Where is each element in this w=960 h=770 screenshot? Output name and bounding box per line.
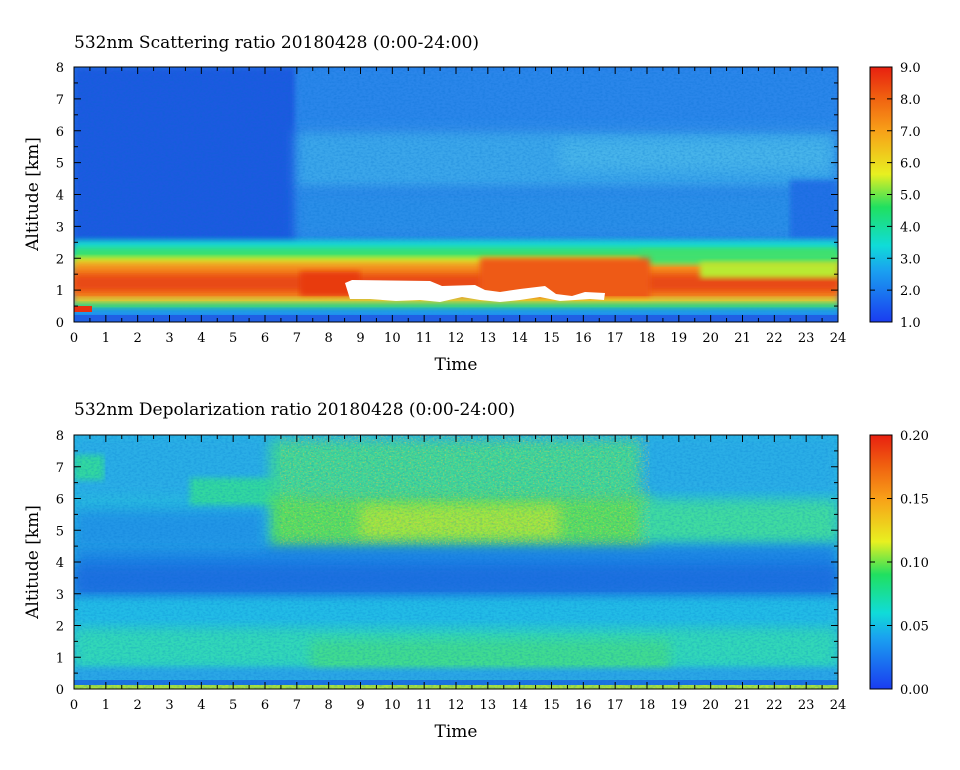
colorbar-tick-label: 0.00	[900, 683, 929, 698]
colorbar-tick-label: 0.10	[900, 556, 929, 571]
x-tick-label: 2	[134, 698, 142, 713]
x-tick-label: 9	[356, 698, 364, 713]
x-tick-label: 1	[102, 331, 110, 346]
y-tick-label: 8	[56, 61, 64, 76]
y-tick-label: 7	[56, 461, 64, 476]
colorbar-tick-label: 6.0	[900, 157, 921, 172]
colorbar-tick-label: 1.0	[900, 316, 921, 331]
colorbar-tick-label: 5.0	[900, 189, 921, 204]
colorbar-tick-label: 0.05	[900, 620, 929, 635]
colorbar-tick-label: 7.0	[900, 125, 921, 140]
x-tick-label: 14	[511, 331, 528, 346]
depolarization-x-label: Time	[435, 722, 478, 742]
x-tick-label: 8	[325, 698, 333, 713]
depolarization-axes: 0 1 2 3 4 5 6 7 8 9 10 11 12 13 14 15 16 17 18 19 20 21 22 23 24…	[56, 429, 847, 713]
y-tick-label: 4	[56, 189, 64, 204]
x-tick-label: 0	[70, 331, 78, 346]
scattering-panel: 532nm Scattering ratio 20180428 (0:00-24…	[23, 33, 921, 375]
x-tick-label: 13	[480, 331, 497, 346]
x-tick-label: 15	[543, 698, 560, 713]
y-tick-label: 7	[56, 93, 64, 108]
y-tick-label: 5	[56, 524, 64, 539]
x-tick-label: 19	[671, 698, 688, 713]
x-tick-label: 4	[197, 698, 205, 713]
x-tick-label: 14	[511, 698, 528, 713]
x-tick-label: 17	[607, 698, 624, 713]
x-tick-label: 11	[416, 698, 433, 713]
x-tick-label: 4	[197, 331, 205, 346]
x-tick-label: 0	[70, 698, 78, 713]
x-tick-label: 10	[384, 331, 401, 346]
colorbar-tick-label: 0.15	[900, 493, 929, 508]
x-tick-label: 23	[798, 698, 815, 713]
x-tick-label: 2	[134, 331, 142, 346]
scattering-axes: 0 1 2 3 4 5 6 7 8 9 10 11 12 13 14 15 16 17 18 19 20 21 22 23 24…	[56, 61, 847, 346]
x-tick-label: 6	[261, 698, 269, 713]
x-tick-label: 5	[229, 698, 237, 713]
scattering-heatmap	[74, 67, 838, 322]
x-tick-label: 15	[543, 331, 560, 346]
x-tick-label: 9	[356, 331, 364, 346]
y-tick-label: 3	[56, 220, 64, 235]
x-tick-label: 20	[702, 698, 719, 713]
colorbar-tick-label: 2.0	[900, 284, 921, 299]
x-tick-label: 12	[448, 698, 465, 713]
x-tick-label: 20	[702, 331, 719, 346]
scattering-title: 532nm Scattering ratio 20180428 (0:00-24…	[74, 33, 479, 53]
x-tick-label: 10	[384, 698, 401, 713]
x-tick-label: 3	[165, 331, 173, 346]
colorbar-tick-label: 9.0	[900, 61, 921, 76]
x-tick-label: 22	[766, 698, 783, 713]
depolarization-title: 532nm Depolarization ratio 20180428 (0:0…	[74, 400, 515, 420]
x-tick-label: 7	[293, 331, 301, 346]
x-tick-label: 17	[607, 331, 624, 346]
depolarization-colorbar-ticks: 0.00 0.05 0.10 0.15 0.20	[870, 429, 929, 698]
y-tick-label: 8	[56, 429, 64, 444]
colorbar-tick-label: 8.0	[900, 93, 921, 108]
scattering-y-label: Altitude [km]	[23, 137, 43, 252]
colorbar-tick-label: 4.0	[900, 220, 921, 235]
x-tick-label: 21	[734, 698, 751, 713]
x-tick-label: 5	[229, 331, 237, 346]
y-tick-label: 2	[56, 252, 64, 267]
scattering-x-label: Time	[435, 355, 478, 375]
colorbar-tick-label: 3.0	[900, 252, 921, 267]
y-tick-label: 0	[56, 316, 64, 331]
depolarization-panel: 532nm Depolarization ratio 20180428 (0:0…	[23, 400, 929, 742]
x-tick-label: 19	[671, 331, 688, 346]
x-tick-label: 6	[261, 331, 269, 346]
x-tick-label: 24	[830, 698, 847, 713]
x-tick-label: 11	[416, 331, 433, 346]
depolarization-heatmap	[74, 435, 838, 689]
x-tick-label: 3	[165, 698, 173, 713]
colorbar-tick-label: 0.20	[900, 429, 929, 444]
y-tick-label: 6	[56, 493, 64, 508]
x-tick-label: 1	[102, 698, 110, 713]
x-tick-label: 18	[639, 331, 656, 346]
y-tick-label: 0	[56, 683, 64, 698]
x-tick-label: 23	[798, 331, 815, 346]
x-tick-label: 12	[448, 331, 465, 346]
scattering-colorbar-ticks: 1.0 2.0 3.0 4.0 5.0 6.0 7.0 8.0 9.0	[870, 61, 921, 331]
x-tick-label: 8	[325, 331, 333, 346]
y-tick-label: 5	[56, 157, 64, 172]
x-tick-label: 22	[766, 331, 783, 346]
x-tick-label: 16	[575, 698, 592, 713]
x-tick-label: 13	[480, 698, 497, 713]
saturated-region	[345, 280, 605, 302]
x-tick-label: 16	[575, 331, 592, 346]
y-tick-label: 6	[56, 125, 64, 140]
x-tick-label: 7	[293, 698, 301, 713]
x-tick-label: 24	[830, 331, 847, 346]
x-tick-label: 18	[639, 698, 656, 713]
y-tick-label: 1	[56, 284, 64, 299]
y-tick-label: 2	[56, 620, 64, 635]
y-tick-label: 4	[56, 556, 64, 571]
y-tick-label: 3	[56, 588, 64, 603]
x-tick-label: 21	[734, 331, 751, 346]
depolarization-y-label: Altitude [km]	[23, 505, 43, 620]
y-tick-label: 1	[56, 651, 64, 666]
